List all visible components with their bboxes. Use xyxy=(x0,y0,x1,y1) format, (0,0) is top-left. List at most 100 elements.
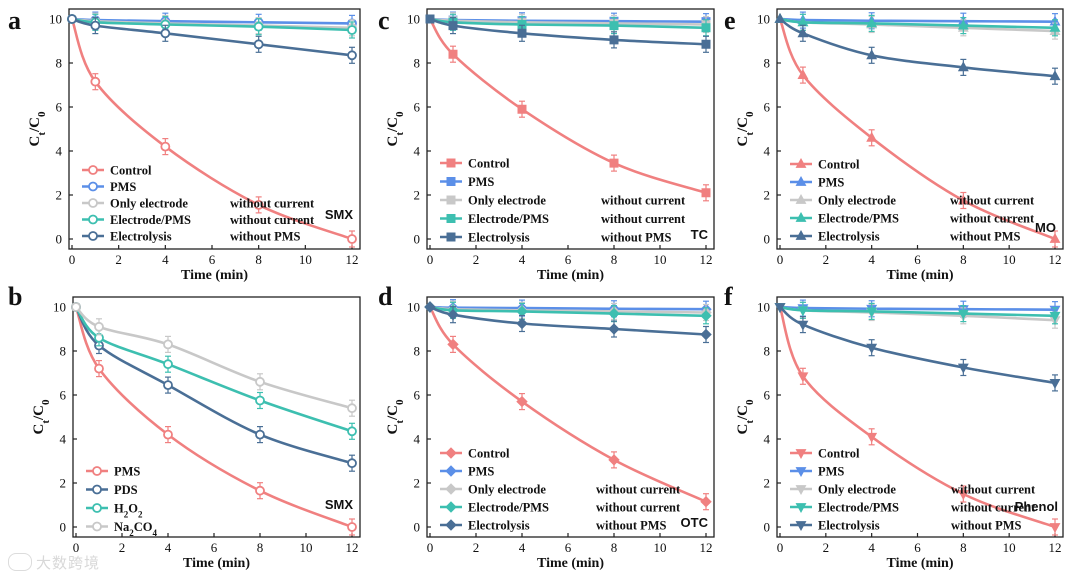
data-point xyxy=(608,323,620,335)
y-tick-label: 8 xyxy=(60,344,67,359)
series-electrode-pms xyxy=(774,301,1061,325)
legend-label: Electrolysis xyxy=(468,231,530,245)
data-point xyxy=(866,49,878,60)
legend: Control PMS Only electrode without current E… xyxy=(790,158,1035,244)
data-point xyxy=(701,188,711,198)
data-point xyxy=(957,194,969,205)
legend-marker xyxy=(795,193,807,204)
data-point xyxy=(866,17,878,28)
pollutant-tag: OTC xyxy=(681,515,709,530)
y-axis-label-part: 0 xyxy=(744,111,756,117)
legend-text-part: Electrolysis xyxy=(818,230,880,244)
data-point xyxy=(347,25,357,35)
data-point xyxy=(866,131,878,142)
y-axis-label: Ct/C0 xyxy=(27,111,48,147)
legend-text-part: Electrolysis xyxy=(818,519,880,533)
y-axis-label: Ct/C0 xyxy=(385,399,406,435)
x-tick-label: 4 xyxy=(162,252,169,267)
legend-label: Electrolysis xyxy=(818,230,880,244)
y-axis-label: Ct/C0 xyxy=(735,111,756,147)
legend-label: Control xyxy=(110,164,152,178)
legend-text-part: CO xyxy=(134,520,153,534)
x-tick-label: 0 xyxy=(777,540,784,555)
plot-frame xyxy=(72,296,361,538)
x-tick-label: 2 xyxy=(115,252,122,267)
series-line xyxy=(779,305,1056,311)
y-tick-label: 2 xyxy=(414,188,421,203)
series-control xyxy=(67,14,357,248)
data-point xyxy=(255,485,265,496)
data-point xyxy=(609,21,619,31)
y-tick-label: 4 xyxy=(414,432,421,447)
x-axis-label: Time (min) xyxy=(886,268,953,283)
x-tick-label: 12 xyxy=(1049,252,1062,267)
data-point xyxy=(517,20,527,29)
y-tick-label: 8 xyxy=(56,56,63,71)
panel-letter: c xyxy=(378,6,390,35)
legend-label: Only electrode xyxy=(468,194,546,208)
legend-label: Electrolysis xyxy=(110,230,172,244)
y-axis-label-part: t xyxy=(394,420,406,424)
y-tick-label: 10 xyxy=(49,12,62,27)
legend-marker xyxy=(445,447,457,459)
legend-label: Control xyxy=(818,158,860,172)
x-tick-label: 8 xyxy=(960,252,967,267)
series-line xyxy=(428,306,707,503)
series-electrolysis xyxy=(774,12,1061,85)
data-point xyxy=(517,28,527,38)
x-tick-label: 6 xyxy=(209,252,216,267)
x-tick-label: 12 xyxy=(1049,540,1062,555)
legend-text-part: PMS xyxy=(818,465,844,479)
plot-frame xyxy=(776,296,1064,538)
y-tick-label: 10 xyxy=(407,12,420,27)
x-tick-label: 8 xyxy=(960,540,967,555)
y-axis-label: Ct/C0 xyxy=(31,399,52,435)
watermark-text: 大数跨境 xyxy=(36,554,101,572)
data-point xyxy=(957,309,969,320)
y-tick-label: 8 xyxy=(764,344,771,359)
y-axis-label-part: t xyxy=(744,132,756,136)
data-point xyxy=(424,301,436,313)
series-na2co4 xyxy=(71,302,357,417)
legend-label: Only electrode xyxy=(468,483,546,497)
y-tick-label: 2 xyxy=(764,476,771,491)
legend-marker xyxy=(795,211,807,222)
x-tick-label: 12 xyxy=(346,252,359,267)
x-tick-label: 10 xyxy=(1003,540,1016,555)
x-axis-label: Time (min) xyxy=(183,556,250,571)
y-tick-label: 2 xyxy=(56,188,63,203)
legend-label: Control xyxy=(468,447,510,461)
legend-note: without current xyxy=(601,194,686,208)
legend-note: without current xyxy=(951,501,1036,515)
data-point xyxy=(701,23,711,33)
data-point xyxy=(957,61,969,72)
legend-text-part: 4 xyxy=(153,528,158,538)
y-axis-label-part: 0 xyxy=(40,399,52,405)
legend-marker xyxy=(795,229,807,240)
legend-text-part: Electrolysis xyxy=(468,231,530,245)
legend-label: Only electrode xyxy=(818,194,896,208)
data-point xyxy=(797,372,809,383)
data-point xyxy=(1049,379,1061,389)
data-point xyxy=(347,50,357,61)
data-point xyxy=(866,432,878,443)
x-axis-label: Time (min) xyxy=(886,556,953,571)
y-axis-label: Ct/C0 xyxy=(735,399,756,435)
data-point xyxy=(516,317,528,330)
legend-text-part: Electrolysis xyxy=(110,230,172,244)
data-point xyxy=(90,20,101,31)
series-line xyxy=(779,17,1056,78)
legend-note: without current xyxy=(951,483,1036,497)
legend-note: without current xyxy=(601,212,686,226)
y-axis-label-part: C xyxy=(385,424,401,435)
pollutant-tag: TC xyxy=(691,227,709,242)
legend-text-part: Only electrode xyxy=(818,483,896,497)
legend-marker xyxy=(445,465,457,477)
legend-note: without current xyxy=(596,483,681,497)
legend-text-part: Control xyxy=(468,157,510,171)
legend-label: Only electrode xyxy=(818,483,896,497)
x-tick-label: 8 xyxy=(611,540,618,555)
legend-text-part: 2 xyxy=(129,528,134,538)
